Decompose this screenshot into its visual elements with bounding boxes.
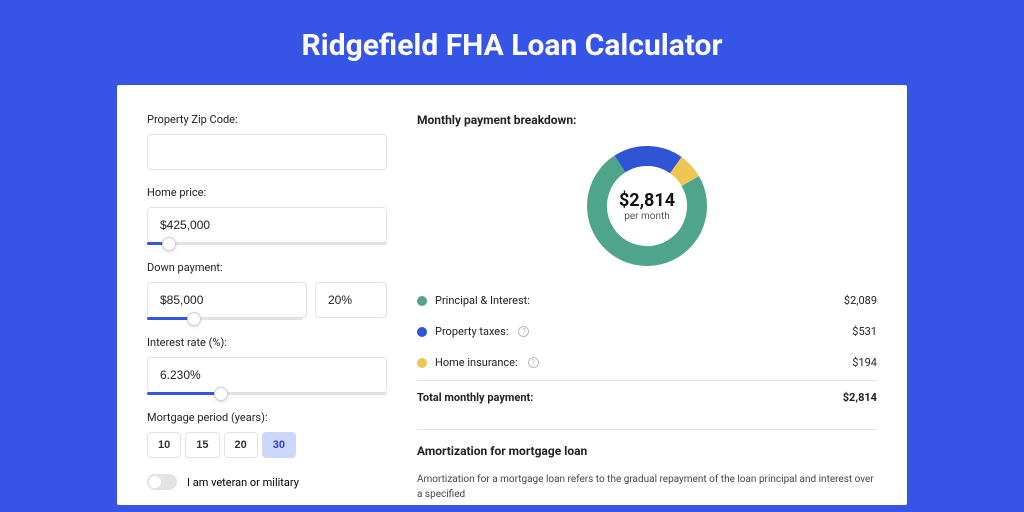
total-value: $2,814 bbox=[843, 391, 877, 404]
total-label: Total monthly payment: bbox=[417, 391, 533, 404]
breakdown-panel: Monthly payment breakdown: $2,814 per mo… bbox=[417, 113, 877, 505]
home-price-input[interactable] bbox=[147, 207, 387, 243]
calculator-card: Property Zip Code: Home price: Down paym… bbox=[117, 85, 907, 505]
home-price-label: Home price: bbox=[147, 186, 387, 199]
breakdown-row: Property taxes:? $531 bbox=[417, 316, 877, 347]
breakdown-title: Monthly payment breakdown: bbox=[417, 113, 877, 127]
breakdown-value: $531 bbox=[852, 325, 877, 338]
donut-center-sub: per month bbox=[619, 211, 675, 222]
veteran-toggle[interactable] bbox=[147, 474, 177, 490]
interest-slider[interactable] bbox=[147, 392, 387, 395]
down-payment-amount-input[interactable] bbox=[147, 282, 307, 318]
amortization-panel: Amortization for mortgage loan Amortizat… bbox=[417, 429, 877, 502]
breakdown-label: Principal & Interest: bbox=[435, 294, 530, 307]
slider-thumb[interactable] bbox=[162, 237, 176, 251]
legend-dot bbox=[417, 296, 427, 306]
veteran-row: I am veteran or military bbox=[147, 474, 387, 490]
interest-input[interactable] bbox=[147, 357, 387, 393]
period-btn-10[interactable]: 10 bbox=[147, 432, 181, 458]
info-icon[interactable]: ? bbox=[518, 326, 529, 337]
breakdown-label: Home insurance: bbox=[435, 356, 518, 369]
zip-group: Property Zip Code: bbox=[147, 113, 387, 170]
zip-label: Property Zip Code: bbox=[147, 113, 387, 126]
home-price-group: Home price: bbox=[147, 186, 387, 245]
breakdown-total-row: Total monthly payment: $2,814 bbox=[417, 380, 877, 413]
breakdown-value: $194 bbox=[852, 356, 877, 369]
period-btn-30[interactable]: 30 bbox=[262, 432, 296, 458]
form-panel: Property Zip Code: Home price: Down paym… bbox=[147, 113, 387, 505]
slider-thumb[interactable] bbox=[214, 387, 228, 401]
home-price-slider[interactable] bbox=[147, 242, 387, 245]
breakdown-label: Property taxes: bbox=[435, 325, 508, 338]
breakdown-row: Home insurance:? $194 bbox=[417, 347, 877, 378]
amortization-text: Amortization for a mortgage loan refers … bbox=[417, 472, 877, 502]
veteran-label: I am veteran or military bbox=[187, 476, 299, 489]
zip-input[interactable] bbox=[147, 134, 387, 170]
info-icon[interactable]: ? bbox=[528, 357, 539, 368]
down-payment-label: Down payment: bbox=[147, 261, 387, 274]
donut-slice bbox=[676, 165, 690, 181]
donut-area: $2,814 per month bbox=[417, 141, 877, 285]
amortization-title: Amortization for mortgage loan bbox=[417, 444, 877, 458]
interest-label: Interest rate (%): bbox=[147, 336, 387, 349]
interest-group: Interest rate (%): bbox=[147, 336, 387, 395]
down-payment-slider[interactable] bbox=[147, 317, 303, 320]
breakdown-value: $2,089 bbox=[844, 294, 877, 307]
donut-center-value: $2,814 bbox=[619, 190, 675, 211]
legend-dot bbox=[417, 327, 427, 337]
slider-thumb[interactable] bbox=[187, 312, 201, 326]
breakdown-row: Principal & Interest: $2,089 bbox=[417, 285, 877, 316]
period-group: Mortgage period (years): 10152030 bbox=[147, 411, 387, 458]
down-payment-group: Down payment: bbox=[147, 261, 387, 320]
donut-slice bbox=[620, 156, 676, 165]
period-btn-20[interactable]: 20 bbox=[224, 432, 258, 458]
legend-dot bbox=[417, 358, 427, 368]
period-btn-15[interactable]: 15 bbox=[185, 432, 219, 458]
period-label: Mortgage period (years): bbox=[147, 411, 387, 424]
down-payment-pct-input[interactable] bbox=[315, 282, 387, 318]
page-title: Ridgefield FHA Loan Calculator bbox=[0, 0, 1024, 85]
